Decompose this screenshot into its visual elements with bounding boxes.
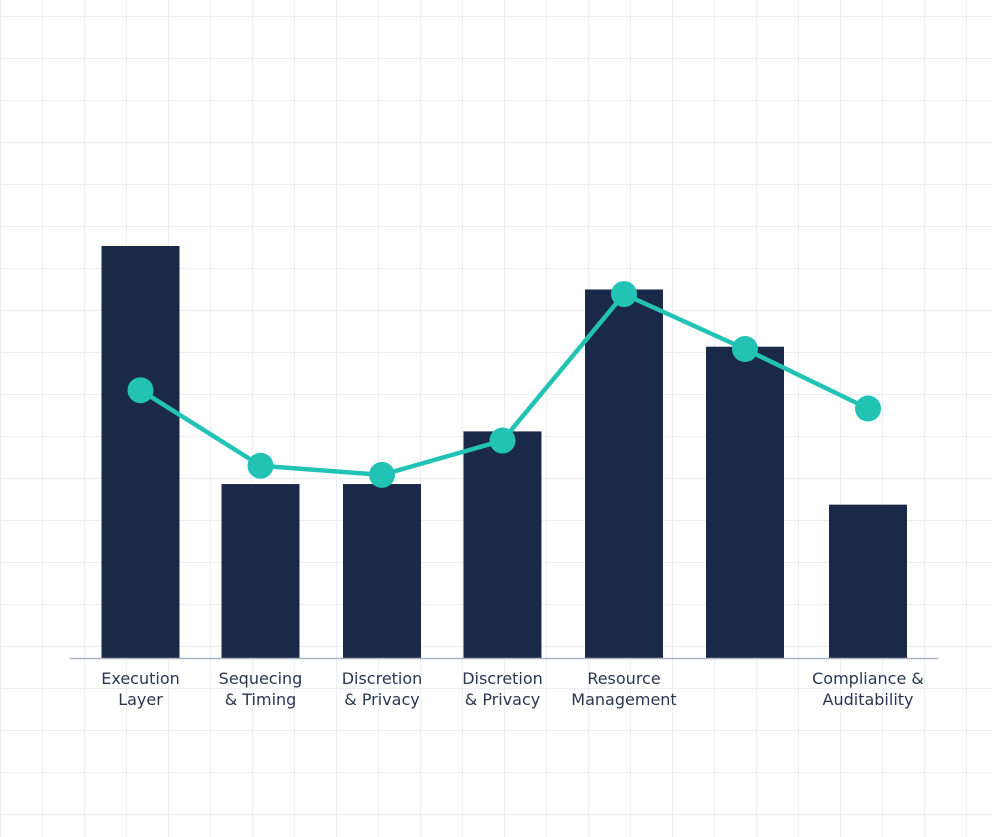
x-tick-label-line: Resource [587,669,660,688]
x-tick-label-line: & Privacy [465,690,541,709]
x-tick-label-line: Discretion [342,669,423,688]
bar [221,484,300,658]
line-point [247,452,274,479]
x-tick-label: Execution Layer [101,669,180,709]
x-tick-label-line: Layer [118,690,163,709]
x-tick-label-line: Compliance & [812,669,924,688]
x-tick-label: Discretion & Privacy [462,669,543,709]
x-tick-labels: Execution Layer Sequecing & Timing Discretio… [101,669,924,709]
x-tick-label-line: & Privacy [344,690,420,709]
x-tick-label-line: Management [571,690,676,709]
x-tick-label: Compliance & Auditability [812,669,924,709]
x-tick-label-line: & Timing [225,690,297,709]
x-tick-label-line: Execution [101,669,180,688]
x-tick-label-line: Sequecing [219,669,303,688]
x-tick-label: Discretion & Privacy [342,669,423,709]
x-tick-label: Sequecing & Timing [219,669,303,709]
bar [101,246,180,658]
line-point [855,395,881,422]
x-tick-label-line: Auditability [823,690,914,709]
line-point [611,281,637,308]
line-point [489,427,516,454]
bar-series [101,246,907,658]
line-point [369,461,395,488]
bar [343,484,421,658]
bar [585,289,663,658]
bar [706,346,784,658]
bar [829,504,907,658]
x-tick-label-line: Discretion [462,669,543,688]
x-tick-label: Resource Management [571,669,676,709]
bar [463,431,542,658]
line-point [127,377,154,404]
line-point [732,336,758,362]
line-series [127,281,881,488]
